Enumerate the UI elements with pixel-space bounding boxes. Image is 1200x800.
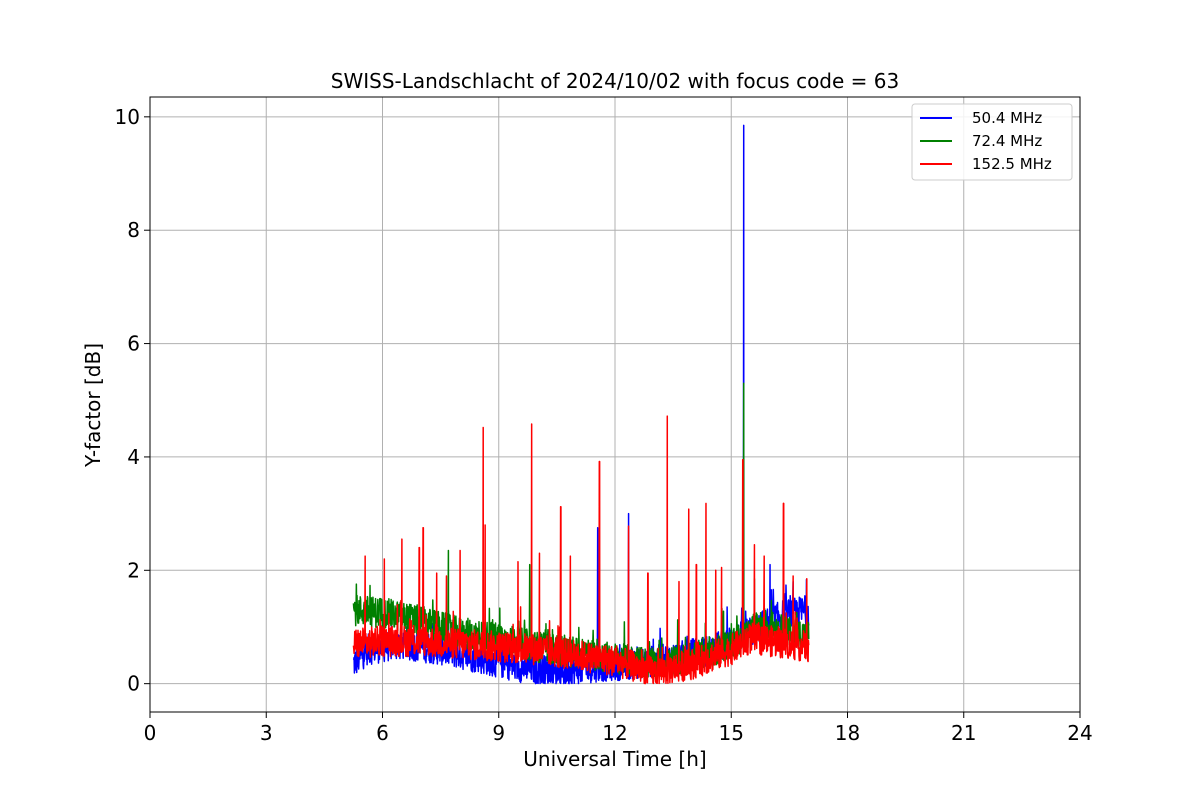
x-tick-label: 18 [835,721,860,745]
x-tick-label: 24 [1067,721,1092,745]
series-line [352,415,810,685]
y-tick-label: 2 [127,558,140,582]
y-tick-label: 8 [127,218,140,242]
x-axis-label: Universal Time [h] [523,747,706,771]
chart-title: SWISS-Landschlacht of 2024/10/02 with fo… [331,69,899,93]
legend: 50.4 MHz 72.4 MHz 152.5 MHz [911,103,1073,181]
y-tick-label: 10 [115,105,140,129]
legend-label: 152.5 MHz [972,155,1052,173]
x-tick-label: 12 [602,721,627,745]
x-tick-label: 6 [376,721,389,745]
y-tick-label: 4 [127,445,140,469]
x-tick-label: 21 [951,721,976,745]
y-tick-label: 6 [127,332,140,356]
x-tick-label: 0 [144,721,157,745]
y-axis-label: Y-factor [dB] [81,343,105,468]
x-tick-label: 15 [719,721,744,745]
x-tick-label: 9 [492,721,505,745]
legend-box [911,103,1073,181]
y-tick-label: 0 [127,672,140,696]
legend-label: 72.4 MHz [972,132,1042,150]
legend-label: 50.4 MHz [972,109,1042,127]
plot-area [352,124,810,685]
x-tick-label: 3 [260,721,273,745]
